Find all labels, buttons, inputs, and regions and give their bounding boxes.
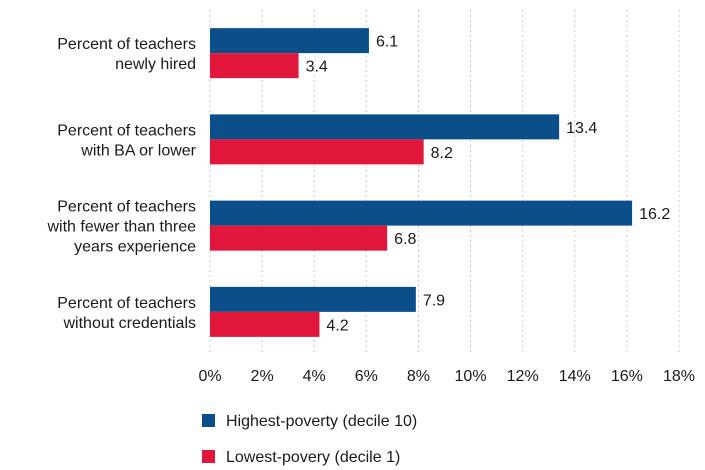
bar [210, 311, 320, 337]
category-label: Percent of teachers newly hired [57, 36, 196, 73]
x-tick-label: 6% [355, 368, 378, 385]
category-label-line: without credentials [62, 315, 196, 332]
bar-value-labels: 6.1 3.4 13.4 8.2 16.2 6.8 7.9 4.2 [306, 34, 671, 335]
category-label-line: Percent of teachers [57, 199, 196, 216]
bar-value-label: 7.9 [423, 292, 445, 309]
category-label: Percent of teachers with fewer than three… [46, 199, 196, 256]
category-label-line: with fewer than three [46, 219, 196, 236]
category-label-line: years experience [74, 239, 196, 256]
x-tick-label: 8% [407, 368, 430, 385]
legend: Highest-poverty (decile 10) Lowest-povery… [202, 413, 417, 466]
x-tick-label: 10% [455, 368, 487, 385]
bar-value-label: 16.2 [639, 206, 670, 223]
bar-value-label: 4.2 [326, 317, 348, 334]
legend-swatch [202, 450, 215, 463]
bar-value-label: 6.1 [376, 34, 398, 51]
bar-value-label: 3.4 [306, 59, 328, 76]
x-tick-label: 12% [507, 368, 539, 385]
bar [210, 53, 299, 79]
bars [210, 28, 633, 337]
bar-value-label: 13.4 [566, 120, 597, 137]
bar-value-label: 8.2 [431, 145, 453, 162]
bar-value-label: 6.8 [394, 231, 416, 248]
x-tick-label: 0% [198, 368, 221, 385]
category-label: Percent of teachers without credentials [57, 295, 196, 332]
legend-swatch [202, 414, 215, 427]
bar [210, 114, 560, 140]
category-label-line: newly hired [115, 56, 196, 73]
category-label-line: Percent of teachers [57, 295, 196, 312]
bar [210, 200, 633, 226]
category-label-line: with BA or lower [80, 142, 196, 159]
bar [210, 28, 369, 54]
x-tick-label: 14% [559, 368, 591, 385]
x-tick-label: 2% [251, 368, 274, 385]
x-axis-tick-labels: 0% 2% 4% 6% 8% 10% 12% 14% 16% 18% [198, 368, 695, 385]
legend-label: Lowest-povery (decile 1) [226, 449, 400, 466]
bar [210, 139, 424, 165]
x-tick-label: 16% [611, 368, 643, 385]
bar [210, 225, 388, 251]
x-tick-label: 18% [663, 368, 695, 385]
category-label-line: Percent of teachers [57, 36, 196, 53]
category-label-line: Percent of teachers [57, 122, 196, 139]
legend-label: Highest-poverty (decile 10) [226, 413, 417, 430]
category-label: Percent of teachers with BA or lower [57, 122, 196, 159]
x-tick-label: 4% [303, 368, 326, 385]
bar [210, 286, 416, 312]
